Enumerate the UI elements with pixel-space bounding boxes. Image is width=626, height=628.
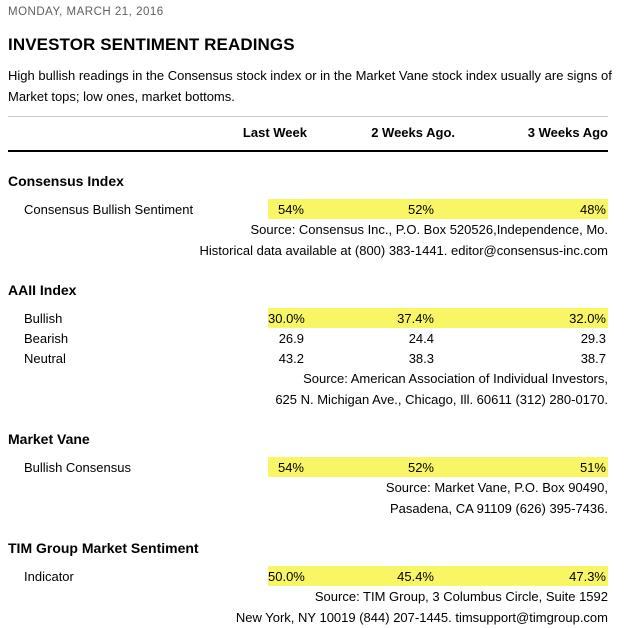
highlighted-values-band: 50.0% 45.4% 47.3% xyxy=(268,566,608,586)
row-label: Bullish Consensus xyxy=(24,459,131,475)
column-header-3-weeks-ago: 3 Weeks Ago xyxy=(527,125,608,140)
highlighted-values-band: 54% 52% 48% xyxy=(268,199,608,219)
value-last-week: 50.0% xyxy=(268,568,305,584)
value-2-weeks-ago: 52% xyxy=(407,459,434,475)
value-3-weeks-ago: 32.0% xyxy=(569,310,606,326)
table-header-row: Last Week 2 Weeks Ago. 3 Weeks Ago xyxy=(8,116,608,152)
source-line: New York, NY 10019 (844) 207-1445. timsu… xyxy=(235,610,608,625)
value-3-weeks-ago: 38.7 xyxy=(580,350,606,366)
table-row-neutral: Neutral 43.2 38.3 38.7 xyxy=(8,348,608,368)
table-row-bearish: Bearish 26.9 24.4 29.3 xyxy=(8,328,608,348)
row-label: Neutral xyxy=(24,350,66,366)
section-tim-group-market-sentiment: TIM Group Market Sentiment Indicator 50.… xyxy=(8,540,608,628)
intro-paragraph: High bullish readings in the Consensus s… xyxy=(8,68,612,104)
source-line: Source: Consensus Inc., P.O. Box 520526,… xyxy=(250,222,609,237)
value-3-weeks-ago: 29.3 xyxy=(580,330,606,346)
table-row-indicator: Indicator 50.0% 45.4% 47.3% xyxy=(8,566,608,586)
row-label: Bearish xyxy=(24,330,69,346)
table-row-bullish: Bullish 30.0% 37.4% 32.0% xyxy=(8,308,608,328)
values-band: 43.2 38.3 38.7 xyxy=(268,348,608,368)
source-line: 625 N. Michigan Ave., Chicago, Ill. 6061… xyxy=(275,392,608,407)
value-last-week: 30.0% xyxy=(268,310,305,326)
value-2-weeks-ago: 52% xyxy=(407,201,434,217)
column-header-last-week: Last Week xyxy=(242,125,307,140)
page-title: INVESTOR SENTIMENT READINGS xyxy=(8,35,295,54)
column-header-2-weeks-ago: 2 Weeks Ago. xyxy=(371,125,455,140)
source-line: Source: Market Vane, P.O. Box 90490, xyxy=(385,480,608,495)
value-2-weeks-ago: 24.4 xyxy=(408,330,434,346)
row-label: Indicator xyxy=(24,568,74,584)
source-line: Pasadena, CA 91109 (626) 395-7436. xyxy=(389,501,608,516)
section-consensus-index: Consensus Index Consensus Bullish Sentim… xyxy=(8,173,608,261)
value-3-weeks-ago: 51% xyxy=(579,459,606,475)
value-last-week: 26.9 xyxy=(278,330,304,346)
section-market-vane: Market Vane Bullish Consensus 54% 52% 51… xyxy=(8,431,608,519)
value-last-week: 54% xyxy=(277,201,304,217)
section-title-aaii-index: AAII Index xyxy=(8,282,77,298)
section-title-market-vane: Market Vane xyxy=(8,431,90,447)
value-2-weeks-ago: 37.4% xyxy=(397,310,434,326)
row-label: Bullish xyxy=(24,310,63,326)
source-line: Source: TIM Group, 3 Columbus Circle, Su… xyxy=(314,589,608,604)
value-last-week: 54% xyxy=(277,459,304,475)
section-title-tim-group: TIM Group Market Sentiment xyxy=(8,540,199,556)
section-title-consensus-index: Consensus Index xyxy=(8,173,124,189)
value-2-weeks-ago: 45.4% xyxy=(397,568,434,584)
highlighted-values-band: 54% 52% 51% xyxy=(268,457,608,477)
table-row-bullish-consensus: Bullish Consensus 54% 52% 51% xyxy=(8,457,608,477)
value-last-week: 43.2 xyxy=(278,350,304,366)
row-label: Consensus Bullish Sentiment xyxy=(24,201,194,217)
source-line: Source: American Association of Individu… xyxy=(303,371,608,386)
section-aaii-index: AAII Index Bullish 30.0% 37.4% 32.0% Bea… xyxy=(8,282,608,410)
value-3-weeks-ago: 47.3% xyxy=(569,568,606,584)
table-row-consensus-bullish-sentiment: Consensus Bullish Sentiment 54% 52% 48% xyxy=(8,199,608,219)
values-band: 26.9 24.4 29.3 xyxy=(268,328,608,348)
value-3-weeks-ago: 48% xyxy=(579,201,606,217)
value-2-weeks-ago: 38.3 xyxy=(408,350,434,366)
date-line: MONDAY, MARCH 21, 2016 xyxy=(8,6,164,18)
highlighted-values-band: 30.0% 37.4% 32.0% xyxy=(268,308,608,328)
source-line: Historical data available at (800) 383-1… xyxy=(199,243,608,258)
